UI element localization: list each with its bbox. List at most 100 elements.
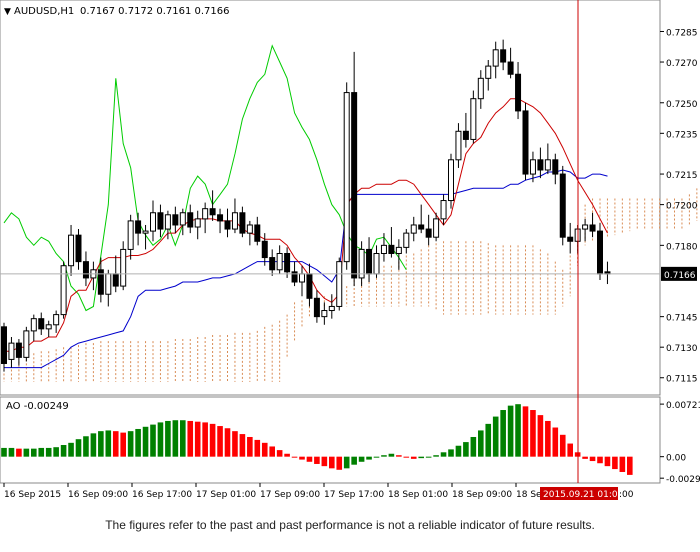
candle-bull[interactable] (164, 214, 171, 230)
ao-bar-up (83, 436, 89, 457)
candle-bull[interactable] (582, 224, 589, 230)
ao-bar-up (492, 416, 499, 457)
ao-bar-down (232, 431, 238, 457)
main-plot-area[interactable] (1, 39, 700, 382)
candle-bear[interactable] (97, 269, 104, 295)
candle-bear[interactable] (425, 228, 432, 238)
candle-bear[interactable] (552, 159, 559, 175)
time-axis[interactable]: 16 Sep 2015 16 Sep 09:00 16 Sep 17:00 17 Se… (3, 483, 634, 500)
time-tick-label: 16 Sep 2015 (4, 490, 61, 500)
candle-bull[interactable] (276, 252, 283, 271)
candle-bull[interactable] (231, 212, 238, 230)
candle-bear[interactable] (1, 326, 7, 364)
candle-bear[interactable] (462, 130, 469, 140)
ao-bar-up (381, 455, 387, 457)
candle-bear[interactable] (239, 212, 246, 234)
candle-bear[interactable] (313, 297, 320, 318)
ao-bar-up (157, 422, 164, 457)
candle-bear[interactable] (306, 273, 313, 299)
candle-bear[interactable] (269, 257, 276, 271)
candle-bull[interactable] (336, 261, 343, 307)
chart-header: ▼ AUDUSD,H1 0.7167 0.7172 0.7161 0.7166 (4, 6, 230, 17)
candle-bull[interactable] (150, 212, 156, 232)
candle-bull[interactable] (492, 49, 499, 67)
candle-bear[interactable] (388, 244, 395, 254)
candle-bear[interactable] (172, 214, 179, 226)
ao-bar-up (150, 424, 156, 457)
candle-bull[interactable] (380, 244, 387, 254)
price-chart[interactable]: ▼ AUDUSD,H1 0.7167 0.7172 0.7161 0.7166 … (0, 0, 700, 505)
chart-window[interactable]: ▼ AUDUSD,H1 0.7167 0.7172 0.7161 0.7166 … (0, 0, 700, 505)
candle-bear[interactable] (254, 224, 261, 242)
candle-bull[interactable] (60, 265, 67, 316)
candle-bull[interactable] (373, 252, 380, 275)
candle-bear[interactable] (500, 49, 507, 63)
candle-bear[interactable] (82, 261, 89, 279)
symbol-dropdown-icon[interactable]: ▼ (4, 7, 11, 17)
ao-bar-up (515, 404, 521, 457)
candle-bear[interactable] (589, 224, 596, 232)
candle-bull[interactable] (299, 273, 305, 283)
candle-bear[interactable] (224, 220, 231, 230)
candle-bear[interactable] (597, 230, 603, 275)
candle-bull[interactable] (8, 342, 15, 360)
candle-bear[interactable] (284, 252, 291, 273)
candle-bull[interactable] (410, 224, 417, 234)
candle-bear[interactable] (507, 61, 514, 75)
candle-bear[interactable] (537, 159, 544, 171)
candle-bear[interactable] (112, 273, 119, 287)
price-axis[interactable]: 0.7285 0.7270 0.7250 0.7235 0.7215 0.7200 0.71… (660, 28, 698, 385)
ao-bar-down (187, 420, 194, 457)
candle-bear[interactable] (351, 92, 358, 279)
price-tick-label: 0.7115 (666, 375, 698, 385)
candle-bull[interactable] (470, 98, 477, 140)
candle-bull[interactable] (328, 305, 335, 312)
candle-bull[interactable] (343, 92, 350, 263)
candle-bear[interactable] (291, 271, 298, 283)
candle-bull[interactable] (202, 208, 209, 220)
ao-bar-down (612, 456, 618, 470)
candle-bear[interactable] (567, 236, 574, 242)
candle-bear[interactable] (75, 234, 82, 263)
candle-bull[interactable] (485, 65, 492, 79)
candle-bear[interactable] (135, 220, 142, 234)
candle-bear[interactable] (209, 208, 216, 216)
candle-bull[interactable] (358, 248, 365, 279)
candle-bear[interactable] (522, 110, 529, 175)
candle-bull[interactable] (321, 310, 328, 318)
candle-bull[interactable] (45, 324, 52, 330)
ao-plot-area[interactable] (1, 404, 633, 475)
candle-bear[interactable] (559, 173, 566, 238)
candle-bull[interactable] (477, 77, 484, 100)
candle-bull[interactable] (433, 218, 440, 238)
candle-bull[interactable] (142, 230, 149, 234)
candle-bull[interactable] (53, 314, 60, 326)
candle-bear[interactable] (187, 212, 194, 228)
candle-bull[interactable] (194, 218, 201, 228)
candle-bull[interactable] (30, 318, 37, 332)
candle-bull[interactable] (529, 159, 536, 175)
candle-bear[interactable] (15, 342, 22, 358)
candle-bear[interactable] (217, 214, 224, 222)
candle-bull[interactable] (448, 159, 454, 202)
candle-bear[interactable] (418, 224, 425, 230)
candle-bull[interactable] (68, 234, 75, 267)
candle-bear[interactable] (157, 212, 164, 230)
candle-bear[interactable] (38, 318, 45, 330)
candle-bull[interactable] (395, 246, 402, 254)
candle-bear[interactable] (366, 248, 373, 275)
candle-bull[interactable] (105, 273, 112, 295)
ao-bar-up (8, 447, 15, 457)
candle-bull[interactable] (403, 232, 410, 248)
candle-bull[interactable] (23, 330, 30, 358)
candle-bull[interactable] (455, 130, 462, 161)
candle-bear[interactable] (261, 240, 268, 259)
candle-bear[interactable] (515, 73, 522, 112)
candle-bull[interactable] (120, 248, 127, 287)
candle-bull[interactable] (179, 212, 186, 226)
ao-bar-up (45, 447, 52, 457)
candle-bull[interactable] (246, 224, 253, 234)
candle-bull[interactable] (544, 159, 551, 171)
candle-bull[interactable] (440, 200, 447, 220)
candle-bull[interactable] (127, 220, 134, 250)
